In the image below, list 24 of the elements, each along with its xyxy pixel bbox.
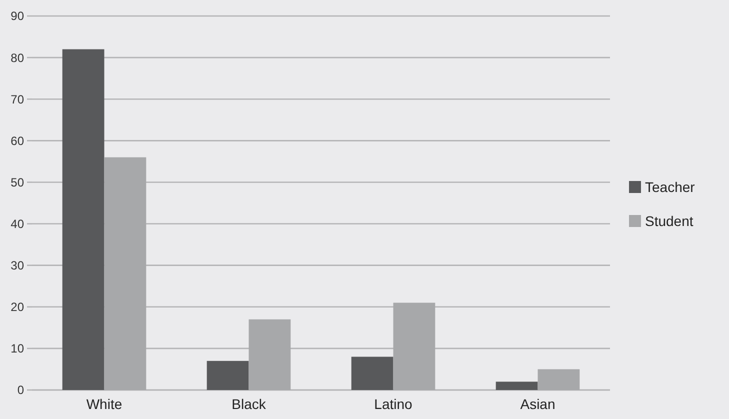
bar	[248, 319, 291, 390]
bar	[104, 157, 146, 390]
y-tick-label: 70	[10, 92, 24, 106]
bar	[351, 356, 394, 390]
y-tick-label: 90	[10, 9, 24, 24]
legend-label: Teacher	[645, 178, 696, 195]
y-tick-label: 10	[10, 342, 24, 356]
y-tick-label: 40	[10, 216, 24, 231]
x-tick-label: Latino	[374, 396, 413, 412]
y-tick-label: 50	[10, 175, 24, 190]
bar	[393, 302, 436, 390]
y-tick-label: 80	[10, 50, 24, 65]
y-tick-label: 0	[17, 383, 24, 398]
bar	[496, 382, 538, 390]
x-tick-label: Asian	[520, 396, 556, 412]
y-tick-label: 60	[10, 134, 24, 148]
y-tick-label: 30	[10, 258, 24, 273]
legend-label: Student	[645, 212, 694, 229]
x-tick-label: Black	[232, 396, 267, 412]
bar	[206, 360, 249, 390]
y-tick-label: 20	[10, 300, 24, 314]
bar	[62, 49, 104, 390]
bar	[538, 369, 580, 390]
x-tick-label: White	[86, 396, 122, 412]
